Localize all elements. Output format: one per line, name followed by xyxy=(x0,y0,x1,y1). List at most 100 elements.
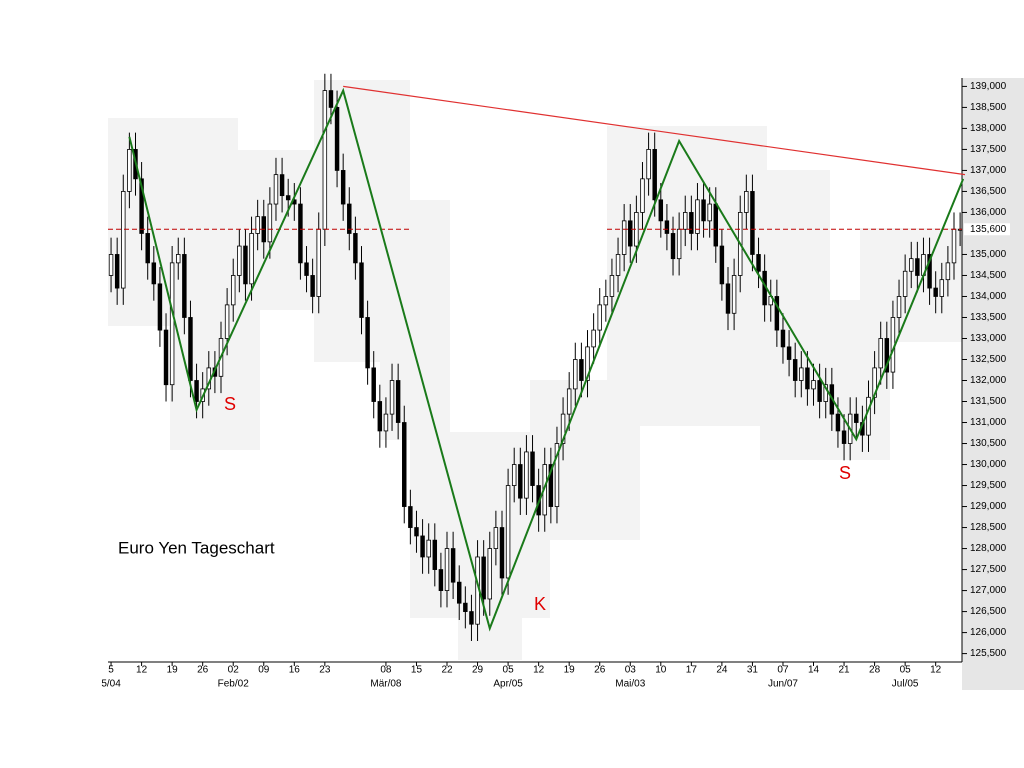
candle-body xyxy=(163,329,169,386)
y-tick-label: 136,000 xyxy=(970,207,1007,218)
candle-body xyxy=(151,262,157,285)
candle-body xyxy=(927,254,932,289)
y-tick-label: 132,000 xyxy=(970,375,1007,386)
y-tick-label: 137,500 xyxy=(970,144,1007,155)
y-tick-label: 131,000 xyxy=(970,417,1007,428)
y-tick-label: 129,000 xyxy=(970,501,1007,512)
y-tick-label: 138,500 xyxy=(970,102,1007,113)
x-tick-label: 26 xyxy=(594,665,606,676)
candle-body xyxy=(169,262,175,386)
candle-body xyxy=(786,346,792,360)
candle-body xyxy=(121,191,126,289)
candle-body xyxy=(237,245,242,276)
candle-body xyxy=(701,199,706,222)
candle-body xyxy=(426,539,431,558)
candle-body xyxy=(383,413,389,432)
x-tick-label: 10 xyxy=(655,665,667,676)
candle-body xyxy=(628,220,633,247)
candle-body xyxy=(792,359,798,381)
annotation: K xyxy=(534,594,546,614)
candle-body xyxy=(725,283,731,314)
candle-body xyxy=(683,212,688,230)
candle-body xyxy=(939,279,945,297)
background-shading xyxy=(108,80,962,660)
candle-body xyxy=(188,317,193,381)
candle-body xyxy=(518,464,523,499)
x-tick-label: 12 xyxy=(533,665,545,676)
x-tick-label: 07 xyxy=(777,665,789,676)
x-tick-label: 22 xyxy=(441,665,453,676)
candle-body xyxy=(750,191,755,255)
candle-body xyxy=(469,611,474,625)
candle-body xyxy=(872,367,877,398)
x-tick-label: 08 xyxy=(380,665,392,676)
candle-body xyxy=(548,464,554,507)
candle-body xyxy=(255,216,260,234)
candle-body xyxy=(389,380,395,415)
candle-body xyxy=(322,90,328,230)
y-tick-label: 127,500 xyxy=(970,564,1007,575)
candle-body xyxy=(676,228,682,260)
y-tick-label: 134,000 xyxy=(970,291,1007,302)
chart-title: Euro Yen Tageschart xyxy=(118,538,275,557)
candle-body xyxy=(145,233,150,264)
plot xyxy=(108,73,963,641)
candle-body xyxy=(896,296,902,318)
candle-body xyxy=(909,258,914,272)
candle-body xyxy=(841,430,847,444)
candle-body xyxy=(621,220,627,255)
level-label: 135,600 xyxy=(970,224,1007,235)
month-label: Jul/05 xyxy=(892,679,919,690)
y-tick-label: 129,500 xyxy=(970,480,1007,491)
candle-body xyxy=(249,233,254,285)
candle-body xyxy=(450,548,456,583)
x-tick-label: 05 xyxy=(900,665,912,676)
candle-body xyxy=(402,422,407,507)
month-label: Feb/02 xyxy=(218,679,250,690)
candle-body xyxy=(408,506,413,528)
candle-body xyxy=(664,220,670,234)
candle-body xyxy=(395,380,401,423)
candle-body xyxy=(866,396,871,436)
candle-body xyxy=(713,203,719,247)
candle-body xyxy=(481,556,486,600)
candle-body xyxy=(334,107,340,171)
candle-body xyxy=(615,254,621,276)
candle-body xyxy=(884,338,890,373)
candle-body xyxy=(414,527,419,537)
candle-body xyxy=(603,296,609,306)
candle-body xyxy=(695,199,700,234)
candle-body xyxy=(493,527,499,549)
candle-body xyxy=(560,413,566,444)
candle-body xyxy=(658,199,664,222)
candle-body xyxy=(505,485,511,579)
candle-body xyxy=(365,317,370,369)
candle-body xyxy=(640,178,645,213)
candle-body xyxy=(530,451,535,486)
y-tick-label: 132,500 xyxy=(970,354,1007,365)
x-tick-label: 19 xyxy=(167,665,179,676)
annotation: S xyxy=(224,394,236,414)
x-tick-label: 31 xyxy=(747,665,759,676)
candle-body xyxy=(176,254,181,264)
x-tick-label: 26 xyxy=(197,665,209,676)
candle-body xyxy=(279,174,285,197)
axis-panel xyxy=(962,78,1024,690)
candle-body xyxy=(353,233,358,264)
candle-body xyxy=(438,569,444,591)
y-tick-label: 135,000 xyxy=(970,249,1007,260)
candle-body xyxy=(108,254,114,276)
y-tick-label: 131,500 xyxy=(970,396,1007,407)
y-tick-label: 130,500 xyxy=(970,438,1007,449)
candle-body xyxy=(854,413,859,423)
candle-body xyxy=(340,170,346,205)
y-tick-label: 139,000 xyxy=(970,81,1007,92)
candle-body xyxy=(805,367,810,390)
candle-body xyxy=(139,178,144,234)
x-tick-label: 29 xyxy=(472,665,484,676)
month-label: Mai/03 xyxy=(615,679,645,690)
x-tick-label: 05 xyxy=(503,665,515,676)
candle-body xyxy=(230,275,236,306)
candle-body xyxy=(194,380,199,402)
candle-body xyxy=(609,275,615,297)
